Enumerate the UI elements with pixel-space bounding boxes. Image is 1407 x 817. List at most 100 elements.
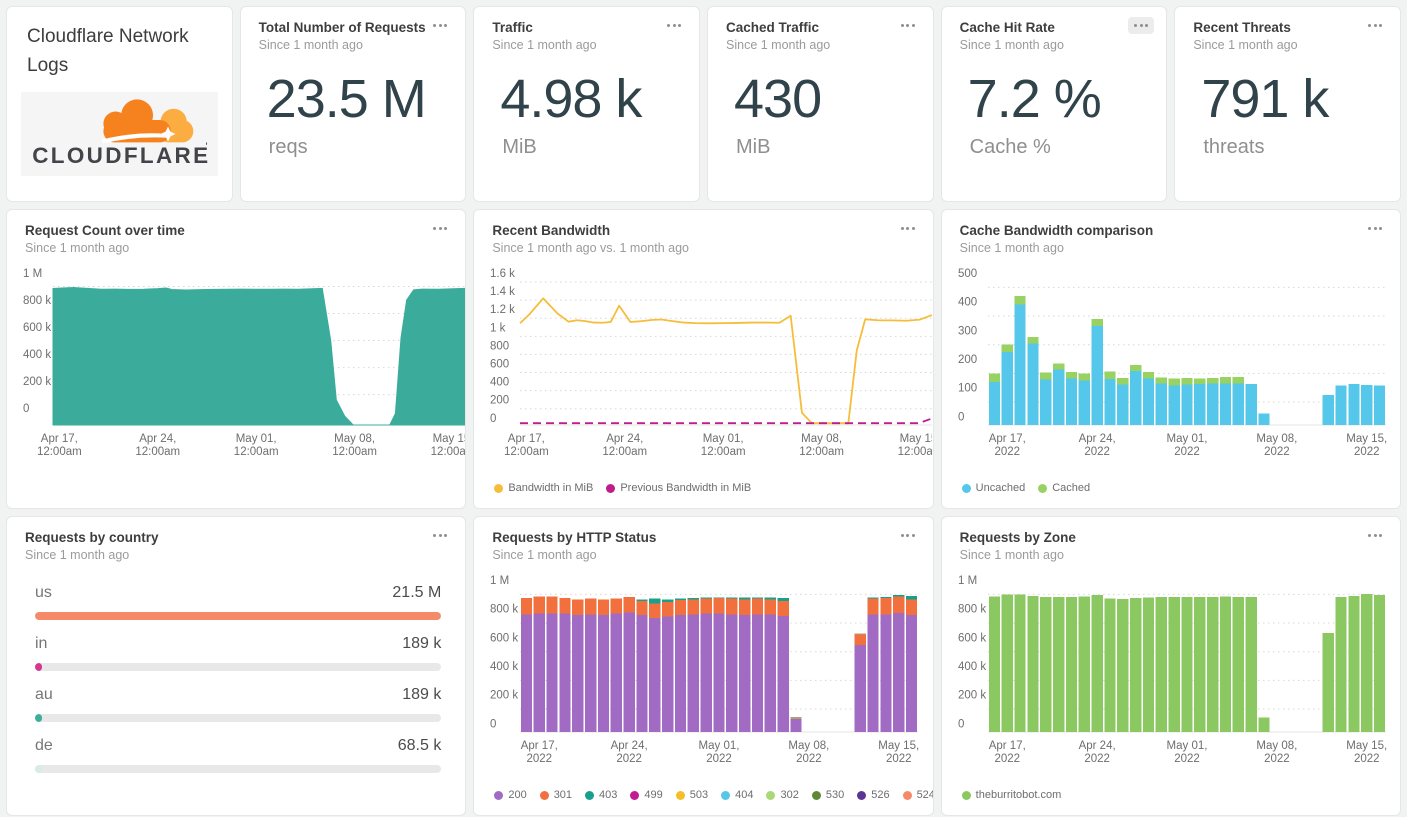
gauge-row-us: us 21.5 M (35, 584, 442, 620)
svg-text:1 M: 1 M (490, 575, 509, 587)
gauge-track (35, 714, 442, 722)
panel-menu-button[interactable] (895, 220, 921, 237)
svg-text:2022: 2022 (1174, 753, 1200, 765)
legend-label: 503 (689, 789, 709, 801)
svg-text:2022: 2022 (796, 753, 822, 765)
gauge-fill (35, 714, 42, 722)
svg-text:2022: 2022 (886, 753, 912, 765)
legend-label: 530 (825, 789, 845, 801)
country-value: 21.5 M (392, 584, 442, 601)
panel-requests-by-http-status: Requests by HTTP Status Since 1 month ag… (473, 516, 934, 816)
svg-text:400 k: 400 k (490, 661, 518, 673)
panel-subtitle: Since 1 month ago (492, 38, 597, 52)
panel-menu-button[interactable] (1128, 17, 1155, 34)
gauge-fill (35, 663, 42, 671)
svg-text:Apr 24,: Apr 24, (611, 740, 648, 752)
panel-menu-button[interactable] (1362, 527, 1388, 544)
svg-text:1.2 k: 1.2 k (490, 304, 515, 316)
svg-text:0: 0 (958, 411, 964, 423)
panel-menu-button[interactable] (661, 17, 687, 34)
svg-text:600: 600 (490, 358, 509, 370)
panel-subtitle: Since 1 month ago (959, 548, 1064, 562)
panel-menu-button[interactable] (427, 527, 453, 544)
legend-item: Previous Bandwidth in MiB (606, 482, 751, 494)
panel-subtitle: Since 1 month ago (25, 548, 130, 562)
svg-text:May 08,: May 08, (1256, 433, 1297, 445)
legend-label: 301 (553, 789, 573, 801)
panel-title: Cache Bandwidth comparison (959, 223, 1154, 238)
legend-label: 526 (871, 789, 890, 801)
svg-text:2022: 2022 (1264, 446, 1290, 458)
panel-title: Cache Hit Rate (959, 20, 1055, 35)
svg-text:400 k: 400 k (23, 349, 51, 361)
stat-value: 791 k (1201, 69, 1329, 129)
legend-item: 301 (539, 789, 573, 801)
svg-text:May 15,: May 15, (900, 433, 932, 445)
panel-subtitle: Since 1 month ago (959, 241, 1064, 255)
gauge-row-in: in 189 k (35, 635, 442, 671)
country-label: au (35, 686, 53, 703)
svg-text:600 k: 600 k (23, 322, 51, 334)
svg-text:May 08,: May 08, (1256, 740, 1297, 752)
stat-unit: Cache % (969, 136, 1051, 158)
panel-menu-button[interactable] (1362, 220, 1388, 237)
stat-panel-traffic: Traffic Since 1 month ago 4.98 k MiB (473, 6, 700, 202)
stat-value: 430 (734, 69, 822, 129)
legend-label: 200 (508, 789, 527, 801)
legend-label: 302 (780, 789, 799, 801)
svg-text:Apr 24,: Apr 24, (139, 433, 176, 445)
svg-text:12:00am: 12:00am (701, 446, 746, 458)
svg-text:200: 200 (490, 395, 509, 407)
svg-text:2022: 2022 (994, 753, 1020, 765)
svg-text:May 01,: May 01, (236, 433, 277, 445)
svg-text:Apr 17,: Apr 17, (508, 433, 545, 445)
stat-panel-recent-threats: Recent Threats Since 1 month ago 791 k t… (1174, 6, 1401, 202)
gauge-track (35, 765, 442, 773)
gauge-row-au: au 189 k (35, 686, 442, 722)
legend-label: Uncached (975, 482, 1026, 494)
svg-text:Apr 24,: Apr 24, (1078, 740, 1115, 752)
stat-unit: reqs (268, 136, 308, 158)
svg-text:Apr 24,: Apr 24, (607, 433, 644, 445)
svg-text:2022: 2022 (1174, 446, 1200, 458)
svg-text:0: 0 (490, 718, 496, 730)
panel-menu-button[interactable] (895, 527, 921, 544)
legend-label: 499 (644, 789, 663, 801)
legend-item: Bandwidth in MiB (494, 482, 593, 494)
legend-label: 403 (599, 789, 618, 801)
legend-item: Cached (1038, 482, 1090, 494)
panel-subtitle: Since 1 month ago (25, 241, 130, 255)
svg-text:1 M: 1 M (23, 268, 42, 280)
legend-item: 200 (494, 789, 527, 801)
request-count-area-chart: 1 M 800 k 600 k 400 k 200 k 0 Apr 17, 12:00am Ap… (7, 263, 466, 468)
panel-menu-button[interactable] (895, 17, 921, 34)
legend-color-dot (766, 790, 776, 800)
legend-item: Uncached (961, 482, 1026, 494)
legend-item: 404 (721, 789, 753, 801)
svg-text:500: 500 (958, 268, 977, 280)
gauge-row-de: de 68.5 k (35, 737, 442, 773)
chart-legend: Bandwidth in MiB Previous Bandwidth in Mi… (494, 482, 932, 494)
legend-label: theburritobot.com (975, 789, 1062, 801)
legend-item: 499 (630, 789, 663, 801)
legend-color-dot (606, 483, 616, 493)
gauge-fill (35, 612, 442, 620)
panel-menu-button[interactable] (1362, 17, 1388, 34)
legend-color-dot (494, 790, 504, 800)
stat-unit: MiB (736, 136, 771, 158)
legend-label: Previous Bandwidth in MiB (620, 482, 752, 494)
panel-menu-button[interactable] (427, 220, 453, 237)
stat-unit: threats (1203, 136, 1265, 158)
legend-color-dot (675, 790, 685, 800)
panel-menu-button[interactable] (427, 17, 453, 34)
brand-panel: Cloudflare Network Logs CLOUDFLARE ' (6, 6, 233, 202)
zone-bar-chart: 1 M 800 k 600 k 400 k 200 k 0 Apr 17, 2022 Apr 2… (942, 570, 1400, 801)
legend-color-dot (1038, 483, 1048, 493)
svg-text:12:00am: 12:00am (504, 446, 549, 458)
svg-text:600 k: 600 k (490, 632, 518, 644)
svg-text:Apr 17,: Apr 17, (988, 433, 1025, 445)
panel-title: Traffic (492, 20, 533, 35)
country-label: de (35, 737, 53, 754)
svg-text:May 15,: May 15, (1346, 740, 1387, 752)
svg-text:1 k: 1 k (490, 322, 506, 334)
